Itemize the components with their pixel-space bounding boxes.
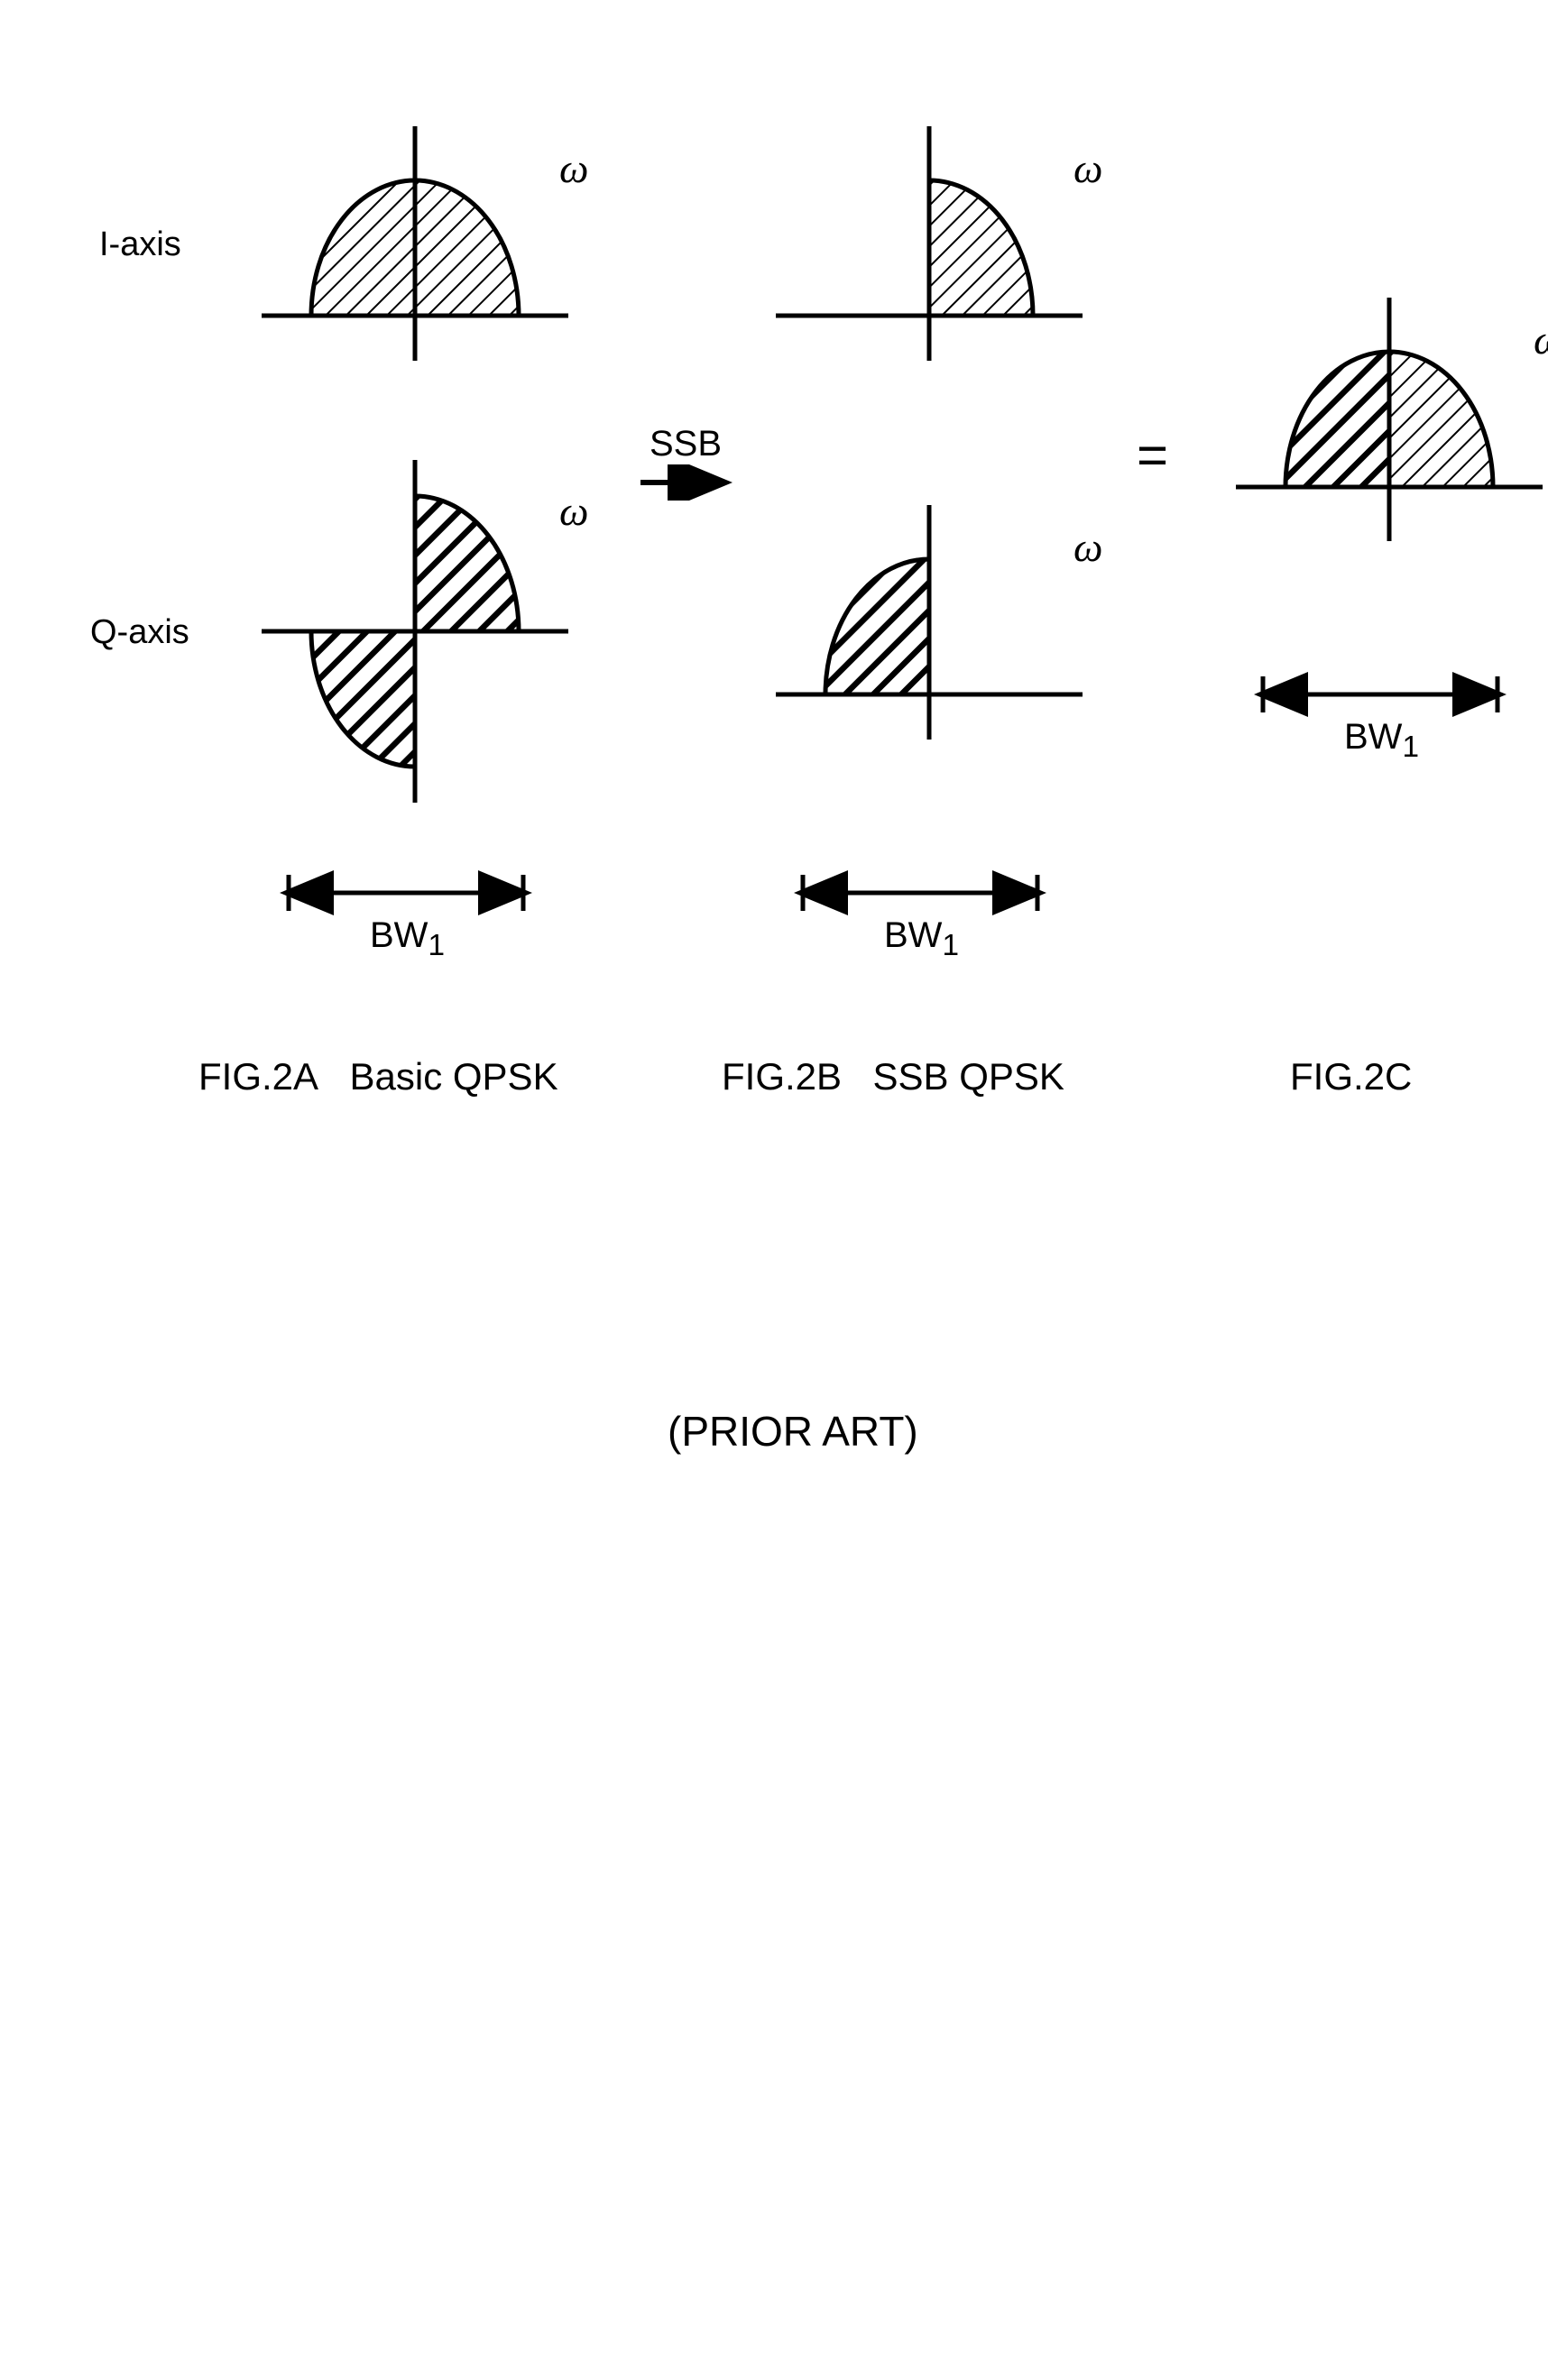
- omega-label: ω: [1073, 523, 1102, 571]
- equals-sign: =: [1137, 424, 1168, 486]
- bw-text: BW: [370, 915, 428, 955]
- omega-label: ω: [559, 144, 588, 192]
- fig2c-plot: ω: [1218, 262, 1548, 573]
- ssb-arrow: SSB: [631, 424, 740, 505]
- bw-sub: 1: [428, 929, 445, 962]
- fig2b-sub: SSB QPSK: [873, 1055, 1064, 1098]
- fig2a-i-plot: ω: [244, 90, 586, 401]
- fig2a-caption: FIG.2A Basic QPSK: [198, 1055, 558, 1098]
- omega-label: ω: [1534, 316, 1548, 363]
- i-axis-label: I-axis: [99, 225, 181, 264]
- fig2a-label: FIG.2A: [198, 1055, 318, 1098]
- fig2a-bw-dim: BW1: [271, 866, 541, 924]
- fig2b-bw-dim: BW1: [785, 866, 1055, 924]
- prior-art-label: (PRIOR ART): [668, 1407, 918, 1456]
- fig2c-label: FIG.2C: [1290, 1055, 1412, 1098]
- fig2b-caption: FIG.2B SSB QPSK: [722, 1055, 1064, 1098]
- omega-label: ω: [1073, 144, 1102, 192]
- fig2a-q-plot: ω: [244, 442, 586, 825]
- fig2c-caption: FIG.2C: [1290, 1055, 1412, 1098]
- bw1-label: BW1: [370, 915, 445, 963]
- fig2b-q-plot: ω: [758, 469, 1101, 780]
- bw1-label: BW1: [1344, 717, 1419, 765]
- fig2c-bw-dim: BW1: [1245, 667, 1516, 726]
- ssb-text: SSB: [631, 424, 740, 464]
- bw-sub: 1: [942, 929, 959, 962]
- q-axis-label: Q-axis: [90, 613, 189, 652]
- page: I-axis Q-axis ω ω: [36, 36, 1512, 2344]
- fig2b-i-plot: ω: [758, 90, 1101, 401]
- bw-text: BW: [884, 915, 942, 955]
- fig2a-sub: Basic QPSK: [350, 1055, 558, 1098]
- fig2b-label: FIG.2B: [722, 1055, 842, 1098]
- bw1-label: BW1: [884, 915, 959, 963]
- bw-sub: 1: [1402, 731, 1419, 764]
- omega-label: ω: [559, 487, 588, 535]
- bw-text: BW: [1344, 717, 1402, 757]
